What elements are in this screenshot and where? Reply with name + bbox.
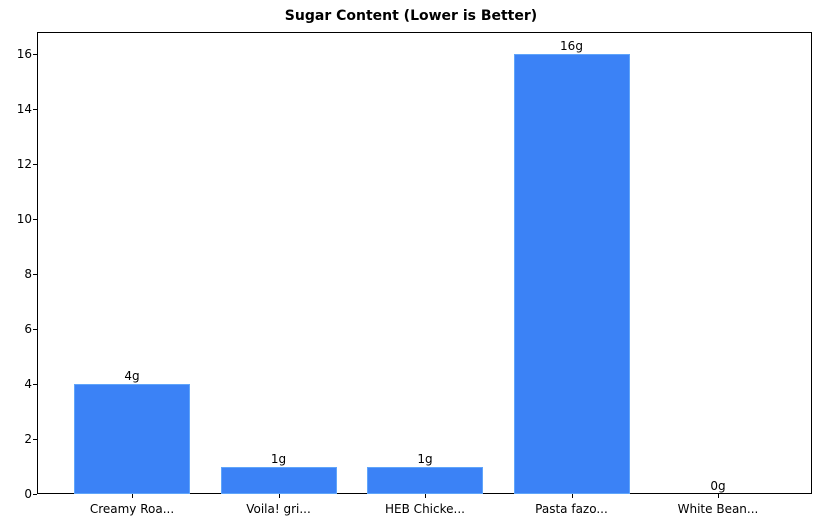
x-tick-mark: [572, 494, 573, 498]
x-tick-mark: [279, 494, 280, 498]
y-tick-mark: [33, 109, 37, 110]
bar: [513, 54, 630, 494]
y-tick-mark: [33, 274, 37, 275]
y-tick-mark: [33, 329, 37, 330]
chart-title: Sugar Content (Lower is Better): [284, 8, 538, 24]
y-tick-label: 2: [24, 432, 32, 446]
x-tick-label: White Bean...: [677, 502, 759, 516]
y-tick-mark: [33, 164, 37, 165]
y-tick-label: 4: [24, 377, 32, 391]
y-tick-mark: [33, 219, 37, 220]
y-tick-mark: [33, 384, 37, 385]
x-tick-label: Voila! gri...: [246, 502, 311, 516]
x-tick-label: HEB Chicke...: [385, 502, 465, 516]
x-tick-label: Creamy Roa...: [89, 502, 175, 516]
x-tick-mark: [718, 494, 719, 498]
bar-value-label: 4g: [124, 369, 140, 383]
y-tick-mark: [33, 439, 37, 440]
bar-value-label: 0g: [710, 479, 726, 493]
bar: [367, 466, 483, 494]
y-tick-label: 12: [16, 157, 32, 171]
y-tick-label: 16: [16, 47, 32, 61]
y-tick-label: 6: [24, 322, 32, 336]
y-tick-mark: [33, 494, 37, 495]
y-tick-label: 8: [24, 267, 32, 281]
y-tick-label: 10: [16, 212, 32, 226]
bar-value-label: 1g: [270, 451, 287, 466]
y-tick-label: 0: [24, 487, 32, 501]
bar: [220, 466, 337, 494]
bar-value-label: 1g: [417, 451, 433, 466]
x-tick-label: Pasta fazo...: [535, 502, 608, 516]
y-tick-mark: [33, 54, 37, 55]
y-tick-label: 14: [16, 102, 32, 116]
bar-value-label: 16g: [560, 39, 583, 53]
x-tick-mark: [132, 494, 133, 498]
x-tick-mark: [425, 494, 426, 498]
bar: [74, 384, 190, 494]
